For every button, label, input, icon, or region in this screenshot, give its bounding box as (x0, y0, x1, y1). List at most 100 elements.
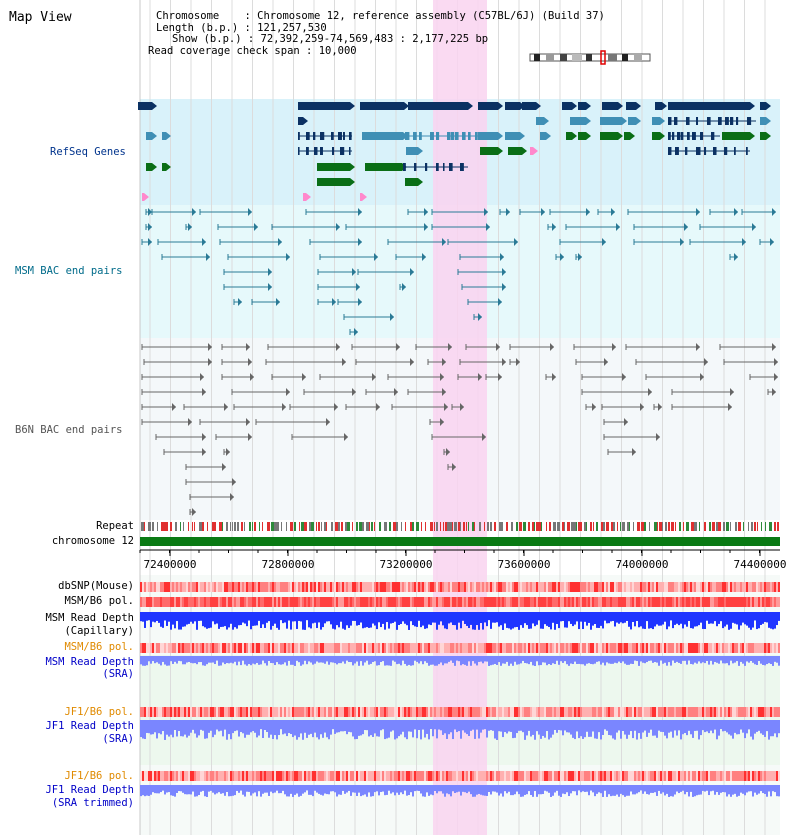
msm-bac-pair[interactable] (519, 208, 545, 216)
b6n-bac-pair[interactable] (645, 373, 704, 381)
b6n-bac-pair[interactable] (723, 358, 778, 366)
msm-bac-pair[interactable] (219, 238, 282, 246)
b6n-bac-pair[interactable] (431, 433, 486, 441)
b6n-bac-pair[interactable] (267, 343, 340, 351)
msm-bac-pair[interactable] (499, 208, 510, 216)
b6n-bac-pair[interactable] (319, 373, 376, 381)
msm-bac-pair[interactable] (741, 208, 776, 216)
b6n-bac-pair[interactable] (141, 418, 192, 426)
b6n-bac-pair[interactable] (189, 493, 234, 501)
msm-bac-pair[interactable] (395, 253, 426, 261)
msm-bac-pair[interactable] (309, 238, 362, 246)
refseq-gene[interactable] (578, 132, 591, 140)
msm-bac-pair[interactable] (633, 223, 688, 231)
refseq-gene[interactable] (298, 117, 308, 125)
msm-bac-pair[interactable] (565, 223, 620, 231)
msm-bac-pair[interactable] (349, 328, 358, 336)
refseq-gene[interactable] (508, 147, 527, 155)
msm-bac-pair[interactable] (233, 298, 242, 306)
refseq-gene[interactable] (722, 132, 755, 140)
refseq-gene[interactable] (602, 102, 623, 110)
refseq-gene[interactable] (566, 132, 577, 140)
b6n-bac-pair[interactable] (231, 388, 290, 396)
b6n-bac-pair[interactable] (459, 358, 506, 366)
b6n-bac-pair[interactable] (221, 373, 254, 381)
msm-bac-pair[interactable] (431, 208, 488, 216)
refseq-gene[interactable] (405, 178, 423, 186)
msm-bac-pair[interactable] (729, 253, 738, 261)
b6n-bac-pair[interactable] (719, 343, 776, 351)
b6n-bac-pair[interactable] (291, 433, 348, 441)
b6n-bac-pair[interactable] (581, 373, 626, 381)
msm-bac-pair[interactable] (597, 208, 615, 216)
refseq-gene[interactable] (142, 193, 149, 201)
b6n-bac-pair[interactable] (365, 388, 398, 396)
b6n-bac-pair[interactable] (545, 373, 556, 381)
chromosome-bar[interactable] (140, 537, 780, 546)
b6n-bac-pair[interactable] (141, 388, 206, 396)
msm-bac-pair[interactable] (223, 268, 272, 276)
msm-bac-pair[interactable] (157, 238, 206, 246)
msm-bac-pair[interactable] (689, 238, 746, 246)
refseq-gene[interactable] (652, 117, 665, 125)
refseq-gene[interactable] (655, 102, 667, 110)
refseq-gene[interactable] (570, 117, 591, 125)
b6n-bac-pair[interactable] (653, 403, 662, 411)
refseq-gene[interactable] (298, 147, 352, 155)
b6n-bac-pair[interactable] (271, 373, 306, 381)
b6n-bac-pair[interactable] (163, 448, 206, 456)
msm-bac-pair[interactable] (345, 223, 428, 231)
b6n-bac-pair[interactable] (415, 343, 452, 351)
refseq-gene[interactable] (478, 102, 503, 110)
b6n-bac-pair[interactable] (447, 463, 456, 471)
refseq-gene[interactable] (162, 132, 171, 140)
b6n-bac-pair[interactable] (355, 358, 414, 366)
refseq-gene[interactable] (668, 102, 755, 110)
msm-bac-pair[interactable] (223, 283, 272, 291)
jf1-pol-sra-track[interactable] (140, 707, 780, 717)
refseq-gene[interactable] (668, 147, 750, 155)
refseq-gene[interactable] (360, 102, 409, 110)
b6n-bac-pair[interactable] (265, 358, 346, 366)
refseq-gene[interactable] (760, 102, 771, 110)
b6n-bac-pair[interactable] (509, 343, 554, 351)
b6n-bac-pair[interactable] (189, 508, 196, 516)
msm-bac-pair[interactable] (271, 223, 340, 231)
b6n-bac-pair[interactable] (255, 418, 330, 426)
refseq-gene[interactable] (406, 147, 423, 155)
b6n-bac-pair[interactable] (607, 448, 636, 456)
b6n-bac-pair[interactable] (143, 358, 212, 366)
msm-bac-pair[interactable] (145, 223, 152, 231)
b6n-bac-pair[interactable] (429, 418, 444, 426)
refseq-gene[interactable] (668, 117, 756, 125)
msm-bac-pair[interactable] (447, 238, 518, 246)
b6n-bac-pair[interactable] (509, 358, 520, 366)
b6n-bac-pair[interactable] (387, 373, 444, 381)
msm-bac-pair[interactable] (399, 283, 406, 291)
b6n-bac-pair[interactable] (457, 373, 482, 381)
refseq-gene[interactable] (480, 147, 503, 155)
msm-bac-pair[interactable] (151, 208, 196, 216)
refseq-gene[interactable] (600, 132, 623, 140)
msm-bac-pair[interactable] (337, 298, 362, 306)
jf1-depth-trimmed-track[interactable] (140, 785, 780, 797)
b6n-bac-pair[interactable] (625, 343, 700, 351)
msm-bac-pair[interactable] (709, 208, 738, 216)
b6n-bac-pair[interactable] (233, 403, 286, 411)
b6n-bac-pair[interactable] (671, 388, 734, 396)
b6n-bac-pair[interactable] (575, 358, 608, 366)
msm-bac-pair[interactable] (459, 253, 504, 261)
refseq-gene[interactable] (540, 132, 551, 140)
refseq-gene[interactable] (362, 132, 408, 140)
refseq-gene[interactable] (317, 163, 355, 171)
msm-bac-pair[interactable] (161, 253, 210, 261)
b6n-bac-pair[interactable] (185, 478, 236, 486)
b6n-bac-pair[interactable] (183, 403, 228, 411)
b6n-bac-pair[interactable] (185, 463, 226, 471)
msm-bac-pair[interactable] (317, 283, 360, 291)
dbsnp-track[interactable] (140, 582, 780, 592)
b6n-bac-pair[interactable] (443, 448, 450, 456)
b6n-bac-pair[interactable] (141, 343, 212, 351)
refseq-gene[interactable] (303, 193, 311, 201)
refseq-gene[interactable] (298, 132, 352, 140)
